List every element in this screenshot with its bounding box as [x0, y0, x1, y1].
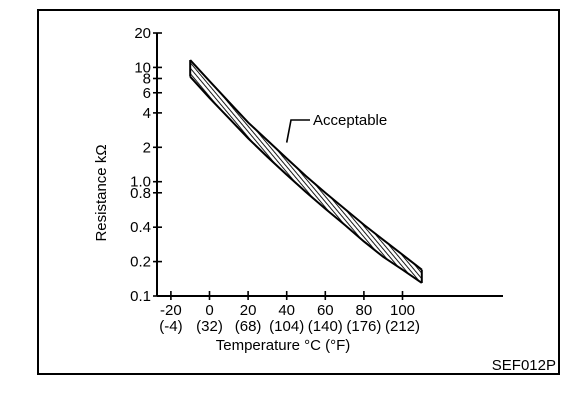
- x-axis-title: Temperature °C (°F): [216, 337, 351, 354]
- x-tick-sublabel: (176): [346, 318, 381, 335]
- x-tick-label: -20: [160, 302, 182, 319]
- y-axis-title: Resistance kΩ: [93, 144, 110, 241]
- axes: 201086421.00.80.40.20.1-20(-4)0(32)20(68…: [130, 25, 503, 335]
- x-tick-label: 40: [278, 302, 295, 319]
- y-tick-label: 2: [143, 139, 151, 156]
- figure-frame: [37, 9, 560, 375]
- figure-code: SEF012P: [492, 357, 556, 374]
- band-fill: [190, 60, 422, 283]
- x-tick-label: 20: [240, 302, 257, 319]
- y-tick-label: 6: [143, 85, 151, 102]
- y-tick-label: 0.8: [130, 185, 151, 202]
- x-tick-sublabel: (32): [196, 318, 223, 335]
- annotation-label: Acceptable: [313, 112, 387, 129]
- y-tick-label: 20: [134, 25, 151, 42]
- annotation-leader: [285, 119, 310, 143]
- x-tick-sublabel: (68): [235, 318, 262, 335]
- y-tick-label: 0.2: [130, 254, 151, 271]
- x-tick-label: 60: [317, 302, 334, 319]
- x-tick-sublabel: (104): [269, 318, 304, 335]
- y-tick-label: 4: [143, 105, 151, 122]
- y-tick-label: 1.0: [130, 174, 151, 191]
- x-tick-sublabel: (212): [385, 318, 420, 335]
- x-tick-sublabel: (-4): [159, 318, 182, 335]
- x-tick-label: 100: [390, 302, 415, 319]
- x-tick-label: 0: [205, 302, 213, 319]
- x-tick-label: 80: [356, 302, 373, 319]
- x-tick-sublabel: (140): [308, 318, 343, 335]
- band-upper-line: [189, 59, 423, 271]
- y-tick-label: 0.1: [130, 288, 151, 305]
- y-tick-label: 0.4: [130, 219, 151, 236]
- acceptable-band: [189, 59, 423, 284]
- band-lower-line: [189, 75, 423, 284]
- y-tick-label: 8: [143, 70, 151, 87]
- acceptable-annotation: Acceptable: [285, 112, 387, 143]
- y-tick-label: 10: [134, 59, 151, 76]
